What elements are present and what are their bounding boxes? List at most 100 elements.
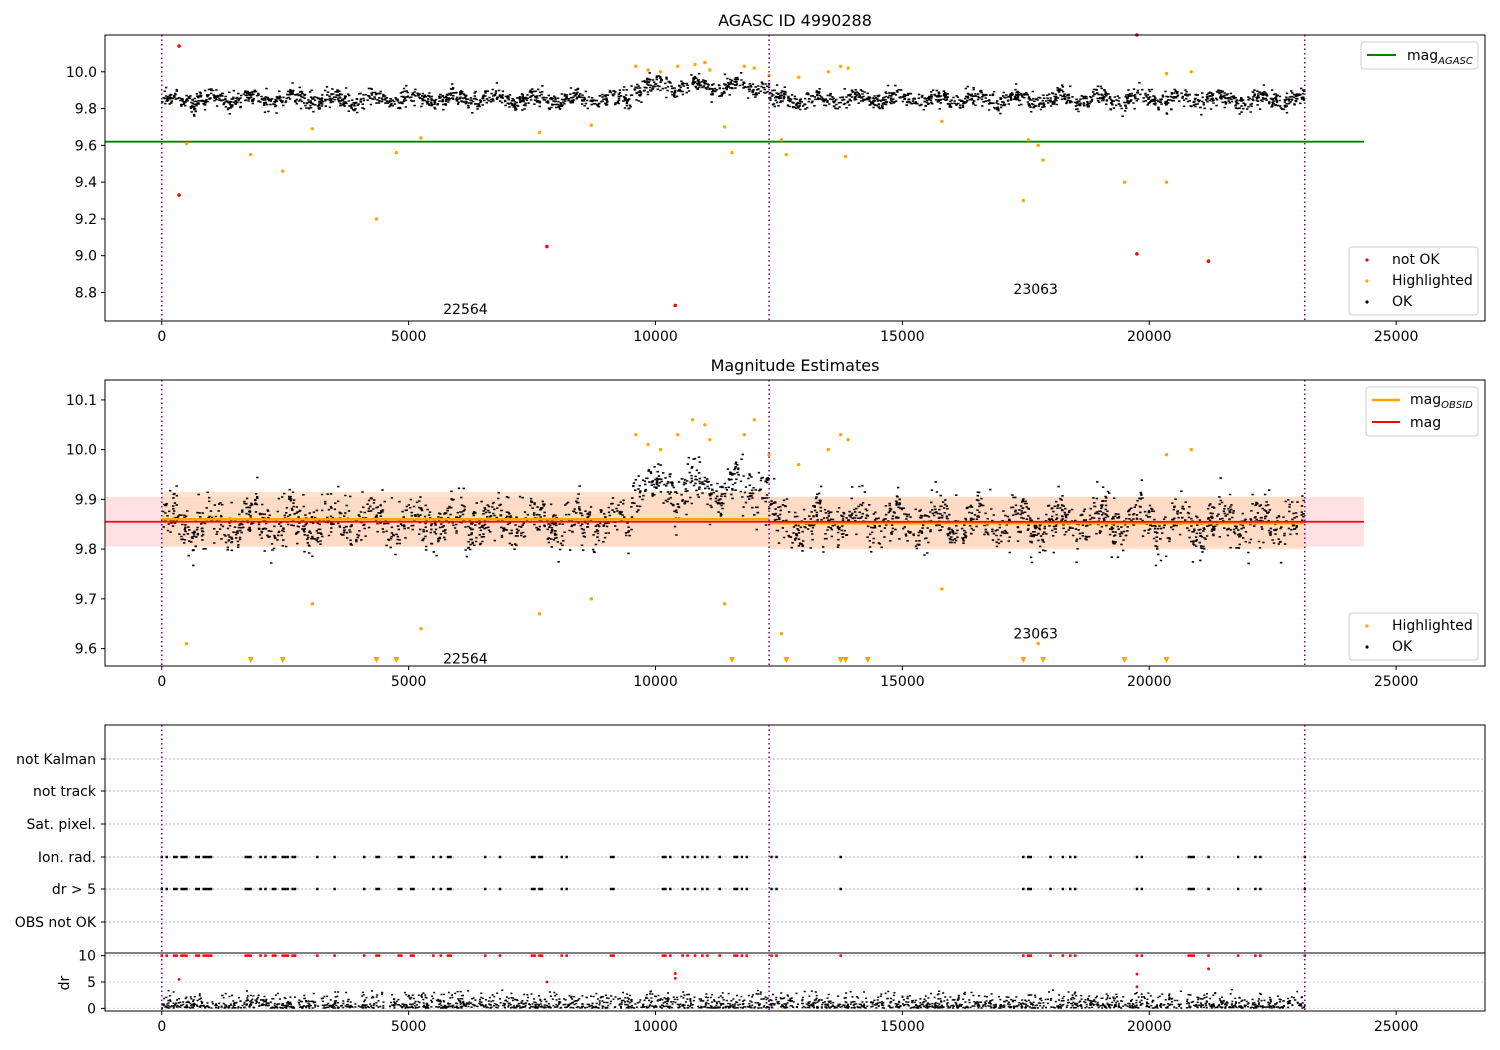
p3-xtick-label: 0	[157, 1019, 166, 1035]
not-ok-point	[177, 193, 181, 197]
panel-agasc: AGASC ID 4990288 22564 23063 0 5000 10000 15…	[66, 11, 1486, 345]
p2-ytick-label: 9.6	[75, 642, 97, 658]
highlighted-point	[634, 433, 638, 437]
flag-category-label: not track	[33, 784, 97, 800]
panel2-frame	[104, 379, 1486, 667]
highlighted-point	[838, 64, 843, 68]
highlighted-point	[742, 64, 747, 68]
legend4-box	[1348, 612, 1479, 661]
p2-ytick-label: 9.9	[75, 492, 97, 508]
legend-agasc-sub: AGASC	[1437, 56, 1473, 67]
legend2-ok-label: OK	[1392, 639, 1413, 655]
highlighted-point	[310, 127, 315, 131]
p1-ytick-label: 9.2	[75, 212, 97, 228]
highlighted-point	[1036, 143, 1040, 148]
highlighted-point	[676, 64, 680, 68]
p3-xtick-label: 5000	[391, 1019, 427, 1035]
legend-obsid-main: mag	[1410, 392, 1441, 408]
highlighted-point	[1026, 138, 1030, 142]
p1-ytick-label: 9.4	[75, 175, 97, 191]
highlighted-point	[537, 130, 542, 135]
highlighted-point	[703, 423, 707, 427]
p1-xtick-label: 25000	[1374, 329, 1419, 345]
legend-ok-label: OK	[1392, 294, 1413, 310]
highlighted-point	[752, 66, 756, 70]
panel3-frame	[104, 724, 1486, 1012]
highlighted-point	[419, 626, 423, 631]
highlighted-point	[843, 154, 848, 159]
panel3-axes: not Kalman not track Sat. pixel. Ion. rad. d…	[15, 752, 1419, 1035]
highlighted-point	[752, 418, 756, 422]
highlighted-point	[730, 151, 734, 155]
panel2-title: Magnitude Estimates	[711, 356, 880, 375]
flag-category-label: dr > 5	[52, 882, 96, 898]
clipped-marker	[373, 657, 380, 663]
highlighted-point	[374, 217, 379, 221]
dr-capped-points	[160, 954, 1307, 957]
clipped-marker	[729, 657, 736, 663]
panel1-plot-area: 22564 23063	[105, 33, 1365, 321]
highlighted-point	[826, 447, 831, 452]
dr-outlier-point	[177, 977, 181, 981]
highlighted-point	[742, 433, 747, 437]
highlighted-point	[281, 169, 285, 173]
highlighted-point	[779, 631, 784, 636]
p2-xtick-label: 10000	[633, 674, 678, 690]
highlighted-point	[1189, 447, 1193, 452]
clipped-marker	[842, 657, 849, 663]
highlighted-point	[589, 597, 594, 601]
dr-gt-5-points	[160, 887, 1306, 891]
not-ok-point	[177, 44, 181, 48]
obsid-label: 22564	[443, 302, 488, 318]
ok-points	[161, 72, 1306, 117]
legend1-box	[1360, 41, 1479, 70]
p1-ytick-label: 9.8	[75, 102, 97, 118]
p1-xtick-label: 5000	[391, 329, 427, 345]
highlighted-point	[1021, 198, 1026, 203]
p1-ytick-label: 8.8	[75, 285, 97, 301]
highlighted-point	[184, 141, 189, 146]
highlighted-point	[248, 152, 253, 157]
obsid-label: 22564	[443, 652, 488, 668]
dr-ytick-label: 0	[87, 1001, 96, 1017]
highlighted-point	[703, 60, 707, 65]
legend-obsid-label: magOBSID	[1410, 392, 1473, 411]
legend-not-ok-label: not OK	[1392, 252, 1440, 268]
highlighted-point	[646, 442, 650, 447]
highlighted-point	[634, 64, 638, 68]
dr-outlier-point	[1135, 972, 1139, 976]
clipped-marker	[279, 657, 286, 663]
highlighted-point	[1041, 158, 1045, 162]
highlighted-point	[394, 151, 399, 155]
not-ok-point	[1135, 252, 1139, 256]
p1-ytick-label: 10.0	[66, 65, 97, 81]
highlighted-point	[658, 447, 663, 452]
dr-outlier-point	[1135, 985, 1139, 989]
flag-category-label: Sat. pixel.	[27, 817, 96, 833]
clipped-marker	[1020, 657, 1027, 663]
dr-ytick-label: 5	[87, 975, 96, 991]
panel2-axes: 0 5000 10000 15000 20000 25000 9.6 9.7 9.8 9.9 10.…	[66, 393, 1419, 690]
dr-points	[161, 989, 1306, 1009]
highlighted-point	[722, 602, 727, 606]
highlighted-point	[676, 433, 680, 437]
p1-xtick-label: 0	[157, 329, 166, 345]
p2-xtick-label: 25000	[1374, 674, 1419, 690]
panel1-legend-line: magAGASC	[1360, 41, 1479, 70]
clipped-marker	[1121, 657, 1128, 663]
not-ok-point	[1206, 259, 1211, 264]
highlighted-point	[940, 587, 944, 591]
highlighted-point	[1164, 71, 1169, 76]
legend2-highlighted-label: Highlighted	[1392, 618, 1473, 634]
clipped-marker	[837, 657, 844, 663]
highlighted-point	[797, 75, 801, 80]
legend-highlighted-marker	[1365, 279, 1369, 283]
legend-agasc-label: magAGASC	[1407, 48, 1473, 67]
legend-agasc-main: mag	[1407, 48, 1438, 64]
panel-flags: not Kalman not track Sat. pixel. Ion. rad. d…	[15, 724, 1486, 1035]
p1-ytick-label: 9.0	[75, 249, 97, 265]
clipped-marker	[1163, 657, 1170, 663]
legend-ok-marker	[1365, 300, 1369, 304]
p1-xtick-label: 20000	[1127, 329, 1172, 345]
